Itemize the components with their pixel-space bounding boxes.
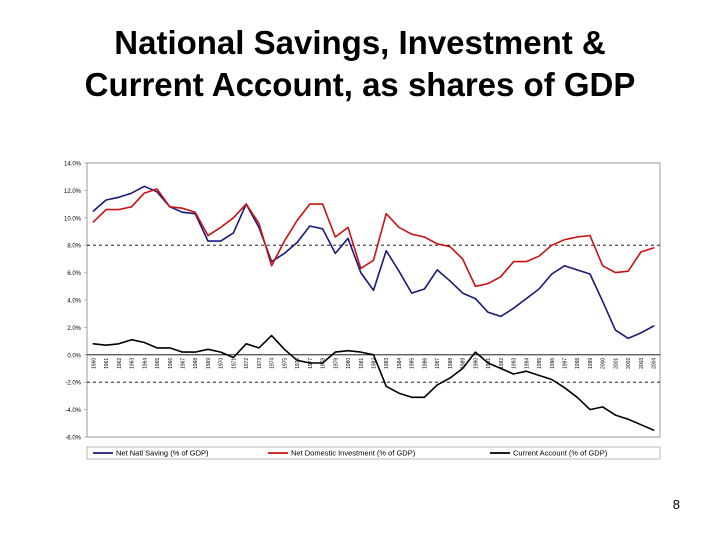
y-tick-label: 0.0% (67, 353, 81, 359)
x-tick-label: 1970 (219, 358, 225, 369)
legend-label-2: Net Domestic Investment (% of GDP) (291, 449, 416, 458)
x-tick-label: 1965 (155, 358, 161, 369)
x-tick-label: 1962 (117, 358, 123, 369)
y-tick-label: 14.0% (64, 162, 82, 168)
x-tick-label: 1976 (295, 358, 301, 369)
y-tick-label: 12.0% (64, 189, 82, 195)
y-tick-label: 4.0% (67, 299, 81, 305)
x-tick-label: 1992 (499, 358, 505, 369)
y-tick-label: -4.0% (65, 408, 81, 414)
x-tick-label: 1984 (397, 358, 403, 369)
x-tick-label: 1981 (359, 358, 365, 369)
x-tick-label: 1995 (537, 358, 543, 369)
x-tick-label: 2003 (639, 358, 645, 369)
x-tick-label: 1966 (168, 358, 174, 369)
x-tick-label: 1964 (142, 358, 148, 369)
y-tick-label: 6.0% (67, 271, 81, 277)
series-line-2 (92, 188, 655, 288)
x-tick-label: 1972 (244, 358, 250, 369)
x-tick-label: 1989 (461, 358, 467, 369)
legend-label-1: Net Natl Saving (% of GDP) (116, 449, 209, 458)
x-tick-label: 1988 (448, 358, 454, 369)
x-tick-label: 1974 (270, 358, 276, 369)
x-tick-label: 1986 (422, 358, 428, 369)
x-tick-label: 1990 (473, 358, 479, 369)
slide-title-line-2: Current Account, as shares of GDP (84, 66, 636, 103)
x-tick-label: 2004 (652, 358, 658, 369)
x-tick-label: 1969 (206, 358, 212, 369)
x-tick-label: 1961 (104, 358, 110, 369)
slide-title-line-1: National Savings, Investment & (114, 24, 606, 61)
x-tick-label: 1994 (524, 358, 530, 369)
x-tick-label: 2001 (613, 358, 619, 369)
slide-title: National Savings, Investment & Current A… (0, 22, 720, 106)
y-tick-label: -6.0% (65, 436, 81, 442)
x-tick-label: 1963 (130, 358, 136, 369)
legend-box (86, 446, 661, 460)
x-tick-label: 1971 (231, 358, 237, 369)
x-tick-label: 1979 (333, 358, 339, 369)
x-tick-label: 1982 (372, 358, 378, 369)
x-tick-label: 1985 (410, 358, 416, 369)
page-number: 8 (672, 497, 680, 512)
x-tick-label: 1978 (321, 358, 327, 369)
x-tick-label: 1968 (193, 358, 199, 369)
y-tick-label: -2.0% (65, 381, 81, 387)
x-tick-label: 1975 (282, 358, 288, 369)
x-tick-label: 2000 (601, 358, 607, 369)
x-tick-label: 1999 (588, 358, 594, 369)
x-tick-label: 1996 (550, 358, 556, 369)
x-tick-label: 1997 (563, 358, 569, 369)
legend-label-3: Current Account (% of GDP) (513, 449, 608, 458)
x-tick-label: 1993 (512, 358, 518, 369)
x-tick-label: 1960 (91, 358, 97, 369)
x-tick-label: 1987 (435, 358, 441, 369)
series-line-3 (92, 334, 655, 431)
x-tick-label: 1998 (575, 358, 581, 369)
x-tick-label: 1980 (346, 358, 352, 369)
x-tick-label: 1983 (384, 358, 390, 369)
y-tick-label: 10.0% (64, 216, 82, 222)
x-tick-label: 1967 (181, 358, 187, 369)
series-line-1 (92, 185, 655, 340)
y-tick-label: 2.0% (67, 326, 81, 332)
y-tick-label: 8.0% (67, 244, 81, 250)
x-tick-label: 1973 (257, 358, 263, 369)
x-tick-label: 2002 (626, 358, 632, 369)
